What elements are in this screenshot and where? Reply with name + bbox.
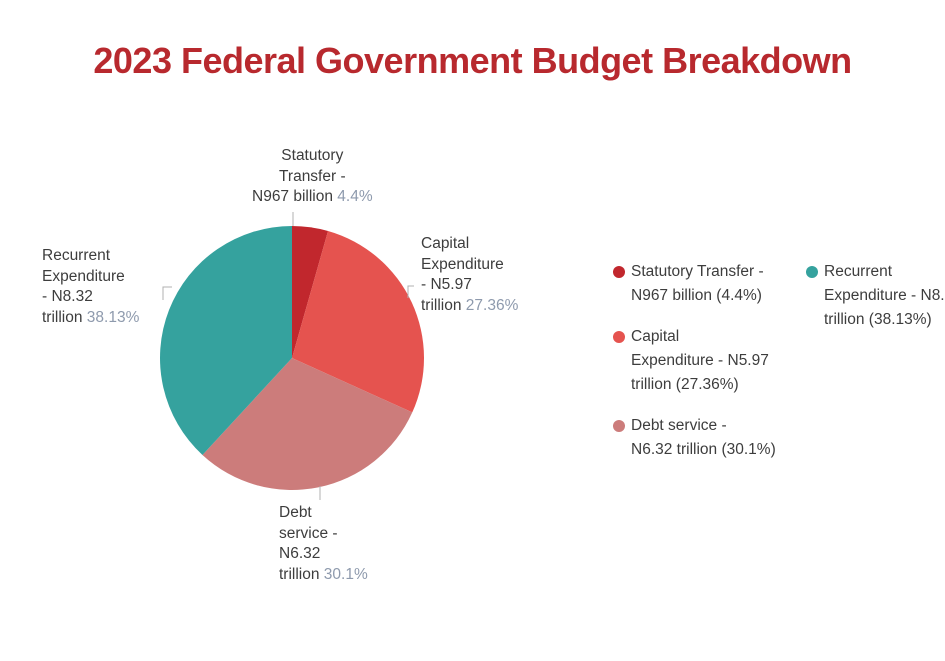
pie-slice-statutory-transfer[interactable]	[292, 226, 329, 358]
pie-slice-capital-expenditure[interactable]	[292, 231, 424, 413]
slice-label-text: N967 billion	[252, 188, 333, 205]
slice-label-debt-service: Debt service - N6.32 trillion 30.1%	[279, 503, 368, 585]
legend-item-recurrent-expenditure[interactable]: Recurrent Expenditure - N8. trillion (38.1…	[806, 260, 945, 332]
slice-label-text: Transfer -	[279, 167, 346, 185]
slice-label-line: Statutory	[252, 146, 373, 167]
legend-text-line: Expenditure - N5.97	[631, 352, 769, 369]
pie-slice-recurrent-expenditure[interactable]	[160, 226, 292, 455]
slice-label-line: N6.32	[279, 544, 368, 565]
slice-label-percent: 4.4%	[333, 188, 373, 205]
slice-label-text: Expenditure	[421, 255, 504, 273]
legend-text-line: N6.32 trillion (30.1%)	[631, 441, 776, 458]
slice-label-line: Expenditure	[421, 255, 518, 276]
legend-item-statutory-transfer[interactable]: Statutory Transfer - N967 billion (4.4%)	[613, 260, 764, 308]
chart-title: 2023 Federal Government Budget Breakdown	[93, 40, 852, 81]
slice-label-recurrent-expenditure: Recurrent Expenditure - N8.32 trillion 38.1…	[42, 246, 139, 328]
legend-item-capital-expenditure[interactable]: Capital Expenditure - N5.97 trillion (27.3…	[613, 325, 769, 397]
legend-item-debt-service[interactable]: Debt service - N6.32 trillion (30.1%)	[613, 414, 776, 462]
slice-label-line: N967 billion 4.4%	[252, 187, 373, 208]
slice-label-line: Transfer -	[252, 167, 373, 188]
legend-text-line: Statutory Transfer -	[631, 263, 764, 280]
slice-label-line: Capital	[421, 234, 518, 255]
legend-text-line: trillion (38.13%)	[824, 311, 932, 328]
slice-label-percent: 27.36%	[461, 296, 519, 314]
slice-label-text: Expenditure	[42, 267, 125, 285]
legend-text-line: Debt service -	[631, 417, 727, 434]
slice-label-text: N6.32	[279, 545, 321, 562]
legend-swatch-recurrent-expenditure	[806, 266, 818, 278]
slice-label-line: trillion 27.36%	[421, 296, 518, 317]
legend-text-line: trillion (27.36%)	[631, 376, 739, 393]
slice-label-statutory-transfer: Statutory Transfer - N967 billion 4.4%	[252, 146, 373, 208]
slice-label-text: trillion	[279, 565, 320, 583]
slice-label-percent: 30.1%	[319, 565, 368, 583]
legend-swatch-capital-expenditure	[613, 331, 625, 343]
slice-label-line: Recurrent	[42, 246, 139, 267]
legend-text-line: Capital	[631, 328, 680, 345]
slice-label-text: - N5.97	[421, 276, 472, 293]
pie-slice-debt-service[interactable]	[202, 358, 413, 490]
legend-text-line: N967 billion (4.4%)	[631, 287, 762, 304]
slice-label-text: trillion	[421, 296, 462, 314]
slice-label-line: - N8.32	[42, 287, 139, 308]
slice-label-text: Recurrent	[42, 247, 111, 264]
legend-text-line: Expenditure - N8.	[824, 287, 945, 304]
slice-label-line: service -	[279, 524, 368, 545]
legend-swatch-debt-service	[613, 420, 625, 432]
leader-line-capital-expenditure	[407, 285, 414, 298]
legend-swatch-statutory-transfer	[613, 266, 625, 278]
slice-label-line: trillion 38.13%	[42, 308, 139, 329]
slice-label-text: Capital	[421, 235, 470, 252]
slice-label-text: service -	[279, 524, 338, 542]
slice-label-line: Expenditure	[42, 267, 139, 288]
slice-label-percent: 38.13%	[82, 308, 140, 326]
leader-line-recurrent-expenditure	[162, 286, 172, 300]
slice-label-text: trillion	[42, 308, 83, 326]
slice-label-text: Debt	[279, 504, 312, 521]
slice-label-line: trillion 30.1%	[279, 565, 368, 586]
legend-text-line: Recurrent	[824, 263, 893, 280]
slice-label-text: - N8.32	[42, 288, 93, 305]
slice-label-text: Statutory	[281, 147, 344, 164]
slice-label-line: Debt	[279, 503, 368, 524]
slice-label-capital-expenditure: Capital Expenditure - N5.97 trillion 27.36%	[421, 234, 518, 316]
slice-label-line: - N5.97	[421, 275, 518, 296]
